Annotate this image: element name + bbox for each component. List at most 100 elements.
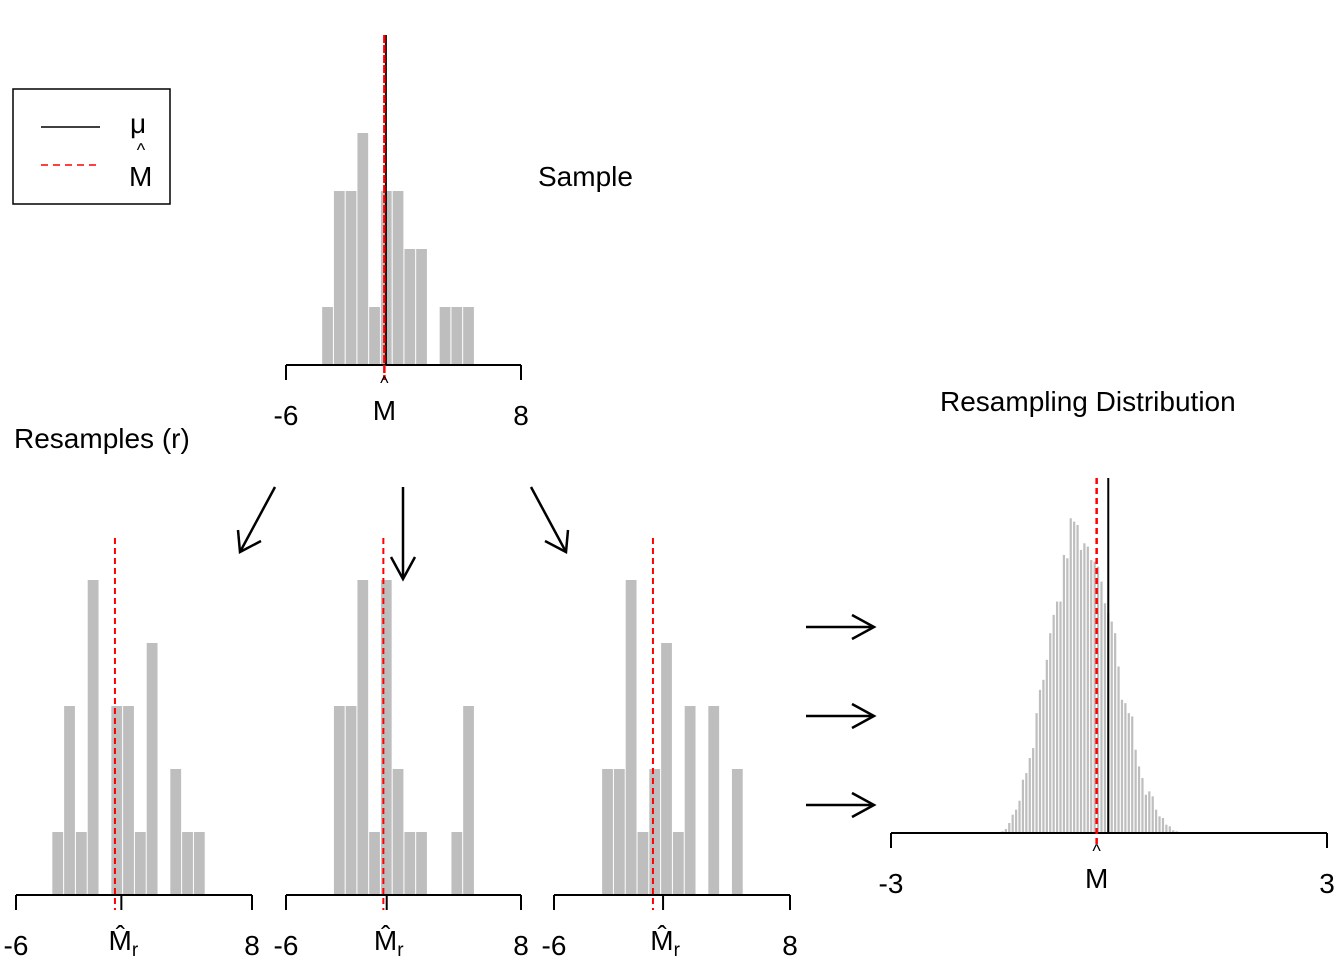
histogram-bar — [613, 769, 625, 895]
histogram-bar — [357, 133, 369, 365]
histogram-bar — [345, 706, 357, 895]
histogram-bar — [1038, 689, 1042, 833]
histogram-bar — [404, 832, 416, 895]
histogram-bar — [1028, 758, 1031, 833]
histogram-bar — [1134, 749, 1137, 833]
tick-label: 8 — [244, 930, 260, 960]
histogram-bar — [1052, 614, 1055, 833]
tick-label: 3 — [1319, 868, 1335, 899]
histogram-bar — [1096, 566, 1100, 833]
histogram-bar — [1131, 716, 1134, 833]
histogram-bar — [1093, 561, 1096, 833]
histogram-bar — [1008, 823, 1011, 833]
histogram-bar — [75, 832, 87, 895]
histogram-bar — [1076, 524, 1079, 833]
mhat-r-label: M̂r — [650, 925, 680, 960]
resample-3-histogram: -6 8 M̂r — [542, 538, 798, 960]
histogram-bar — [1117, 666, 1120, 833]
histogram-bar — [708, 706, 720, 895]
histogram-bar — [404, 249, 416, 365]
histogram-bar — [1137, 766, 1141, 833]
histogram-bar — [1035, 713, 1038, 833]
tick-label: -3 — [879, 868, 904, 899]
histogram-bar — [111, 706, 123, 895]
arrow-right-icon — [806, 702, 877, 730]
histogram-bar — [439, 307, 451, 365]
histogram-bar — [416, 249, 427, 365]
histogram-bar — [1168, 826, 1171, 833]
histogram-bar — [1004, 829, 1007, 833]
distribution-title: Resampling Distribution — [940, 386, 1236, 417]
arrow-down-icon — [389, 487, 417, 582]
histogram-bar — [170, 769, 182, 895]
mhat-hat: ^ — [1092, 841, 1101, 861]
histogram-bar — [1144, 794, 1147, 833]
histogram-bar — [602, 769, 613, 895]
histogram-bar — [1172, 830, 1175, 833]
histogram-bar — [672, 832, 684, 895]
histogram-bar — [684, 706, 696, 895]
histogram-bar — [357, 580, 369, 895]
histogram-bar — [52, 832, 64, 895]
histogram-bar — [1066, 558, 1069, 833]
resampling-distribution-histogram: -3 3 ^M — [879, 478, 1335, 899]
histogram-bar — [322, 307, 333, 365]
histogram-bar — [182, 832, 193, 895]
tick-label: -6 — [4, 930, 29, 960]
histogram-bar — [64, 706, 75, 895]
histogram-bar — [1059, 601, 1062, 833]
histogram-bar — [1021, 779, 1025, 833]
histogram-bar — [1062, 554, 1066, 833]
histogram-bar — [1090, 559, 1093, 833]
histogram-bar — [731, 769, 743, 895]
histogram-bar — [1055, 601, 1059, 833]
mhat-r-label: M̂r — [109, 925, 139, 960]
mhat-label: M — [1085, 863, 1108, 894]
mhat-r-label: M̂r — [374, 925, 404, 960]
sample-title: Sample — [538, 161, 633, 192]
histogram-bar — [1151, 796, 1154, 833]
legend-mu-label: μ — [130, 108, 146, 139]
histogram-bar — [1045, 659, 1048, 833]
arrow-down-right-icon — [529, 486, 570, 554]
legend-mhat-label: M — [129, 161, 152, 192]
histogram-bar — [1120, 699, 1124, 833]
histogram-bar — [1018, 800, 1021, 833]
tick-label: -6 — [274, 930, 299, 960]
histogram-bar — [451, 307, 463, 365]
histogram-bar — [333, 706, 345, 895]
histogram-bar — [380, 580, 392, 895]
histogram-bar — [1049, 633, 1052, 833]
arrow-down-left-icon — [236, 486, 277, 554]
histogram-bar — [369, 307, 380, 365]
resample-2-histogram: -6 8 M̂r — [274, 538, 529, 960]
histogram-bar — [392, 191, 404, 365]
histogram-bar — [87, 580, 99, 895]
histogram-bar — [463, 706, 474, 895]
histogram-bar — [451, 832, 463, 895]
histogram-bar — [193, 832, 205, 895]
histogram-bar — [1011, 814, 1014, 833]
histogram-bar — [392, 769, 404, 895]
histogram-bar — [1086, 546, 1089, 833]
histogram-bar — [1161, 818, 1165, 833]
arrow-right-icon — [806, 791, 877, 819]
histogram-bar — [1114, 633, 1117, 833]
mhat-label: M — [373, 395, 396, 426]
histogram-bar — [416, 832, 427, 895]
mhat-hat: ^ — [380, 373, 389, 393]
histogram-bar — [625, 580, 637, 895]
histogram-bar — [1103, 603, 1107, 833]
histogram-bar — [661, 643, 672, 895]
histogram-bar — [1127, 713, 1130, 833]
histogram-bar — [1158, 816, 1161, 833]
histogram-bar — [1079, 549, 1083, 833]
tick-label: 8 — [513, 930, 529, 960]
resample-1-histogram: -6 8 M̂r — [4, 538, 260, 960]
histogram-bar — [1124, 703, 1127, 833]
tick-label: -6 — [274, 400, 299, 431]
histogram-bar — [1165, 824, 1168, 833]
histogram-bar — [369, 832, 380, 895]
histogram-bar — [1032, 748, 1035, 833]
